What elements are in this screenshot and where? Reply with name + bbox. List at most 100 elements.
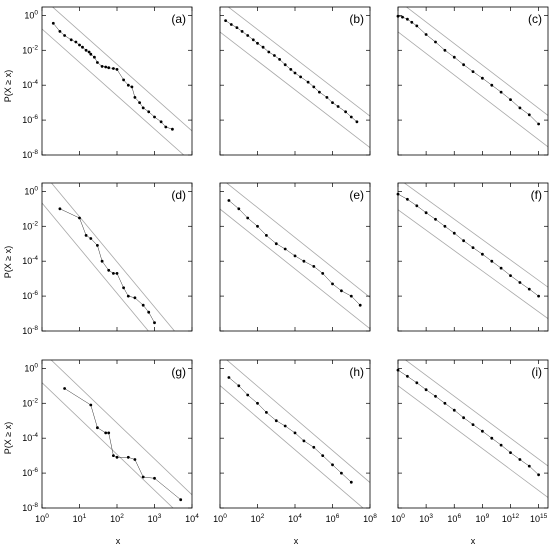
data-point <box>321 454 325 457</box>
data-point <box>227 376 231 379</box>
panel-label: (c) <box>528 12 542 26</box>
guide-line-2 <box>42 202 149 331</box>
x-tick-label-base: 10 <box>35 514 45 524</box>
y-tick-label-base: 10 <box>22 398 32 408</box>
data-point <box>312 265 316 268</box>
x-tick-label-base: 10 <box>476 514 486 524</box>
y-tick-label-base: 10 <box>22 468 32 478</box>
guide-line-1 <box>403 183 548 288</box>
data-point <box>107 66 111 70</box>
data-point <box>100 65 104 68</box>
data-series-line <box>228 200 361 306</box>
data-point <box>293 71 297 75</box>
data-point <box>246 393 250 397</box>
data-point <box>443 224 447 228</box>
data-point <box>321 272 325 275</box>
panel-label: (a) <box>171 12 186 26</box>
data-point <box>410 20 414 24</box>
data-series-line <box>397 369 539 475</box>
data-point <box>312 445 316 449</box>
data-point <box>141 475 145 479</box>
data-point <box>424 33 428 36</box>
y-tick-label-exp: -4 <box>32 432 38 439</box>
data-point <box>299 75 302 79</box>
data-point <box>224 19 228 22</box>
data-point <box>265 234 268 237</box>
x-tick-label-base: 10 <box>447 514 457 524</box>
data-point <box>100 259 104 263</box>
x-tick-label: 103 <box>419 513 433 524</box>
plot-frame <box>397 359 549 509</box>
data-point <box>527 287 531 291</box>
data-point <box>289 68 293 71</box>
guide-lines <box>220 183 370 330</box>
panel-label: (i) <box>531 365 542 379</box>
data-point <box>349 115 353 119</box>
data-point <box>443 401 447 405</box>
data-point <box>256 41 259 45</box>
plot-frame <box>397 6 549 156</box>
data-point <box>240 30 244 33</box>
guide-lines <box>42 7 192 155</box>
data-point <box>293 431 297 435</box>
data-point <box>63 387 66 390</box>
guide-lines <box>42 360 192 508</box>
x-tick-label-exp: 2 <box>120 513 124 520</box>
guide-lines <box>398 183 548 320</box>
data-point <box>58 207 62 211</box>
data-point <box>318 90 321 94</box>
data-point <box>171 127 174 131</box>
data-point <box>126 294 130 298</box>
data-point <box>274 419 278 423</box>
data-point <box>509 451 512 454</box>
data-point <box>434 394 437 398</box>
x-axis-label-col-3: x <box>471 536 476 546</box>
panel-b: (b) <box>219 6 371 156</box>
data-point <box>336 105 340 108</box>
panel-h: (h)100 102 104 106 108 <box>213 359 377 524</box>
x-tick-label: 1012 <box>502 513 520 524</box>
x-tick-label: 100 <box>213 513 227 524</box>
data-point <box>527 464 531 468</box>
data-point <box>133 296 137 300</box>
data-point <box>84 48 88 52</box>
guide-line-1 <box>226 360 370 484</box>
x-tick-label-exp: 12 <box>512 513 520 520</box>
y-tick-label-base: 10 <box>22 433 32 443</box>
guide-line-2 <box>220 385 364 508</box>
data-point <box>147 310 151 314</box>
data-point <box>153 476 156 480</box>
x-tick-label-exp: 2 <box>261 513 265 520</box>
data-point <box>115 272 119 275</box>
data-point <box>115 68 119 71</box>
guide-line-2 <box>220 31 370 149</box>
y-tick-label-base: 10 <box>22 115 32 125</box>
x-tick-label: 109 <box>476 513 490 524</box>
data-point <box>406 17 409 21</box>
y-axis-label-row-3: P(X ≥ x) <box>3 422 13 454</box>
x-tick-label-exp: 0 <box>45 513 49 520</box>
data-point <box>406 374 409 378</box>
data-point <box>133 458 137 461</box>
data-point <box>237 384 241 388</box>
x-tick-label: 104 <box>288 513 302 524</box>
x-tick-label: 101 <box>73 513 87 524</box>
x-axis-label-col-1: x <box>116 536 121 546</box>
data-point <box>246 34 250 37</box>
x-tick-label: 102 <box>110 513 124 524</box>
x-tick-label-base: 10 <box>363 514 373 524</box>
data-point <box>499 443 503 447</box>
data-point <box>462 63 465 67</box>
plot-frame <box>41 182 193 332</box>
guide-line-1 <box>50 183 175 331</box>
data-point <box>344 110 347 114</box>
x-tick-label-exp: 15 <box>540 513 548 520</box>
x-tick-label: 1015 <box>530 513 548 524</box>
data-point <box>401 15 404 19</box>
guide-lines <box>398 7 548 148</box>
data-point <box>69 38 73 42</box>
y-tick-label-base: 10 <box>22 256 32 266</box>
data-point <box>153 321 156 325</box>
data-point <box>415 381 419 385</box>
x-tick-label: 104 <box>185 513 199 524</box>
